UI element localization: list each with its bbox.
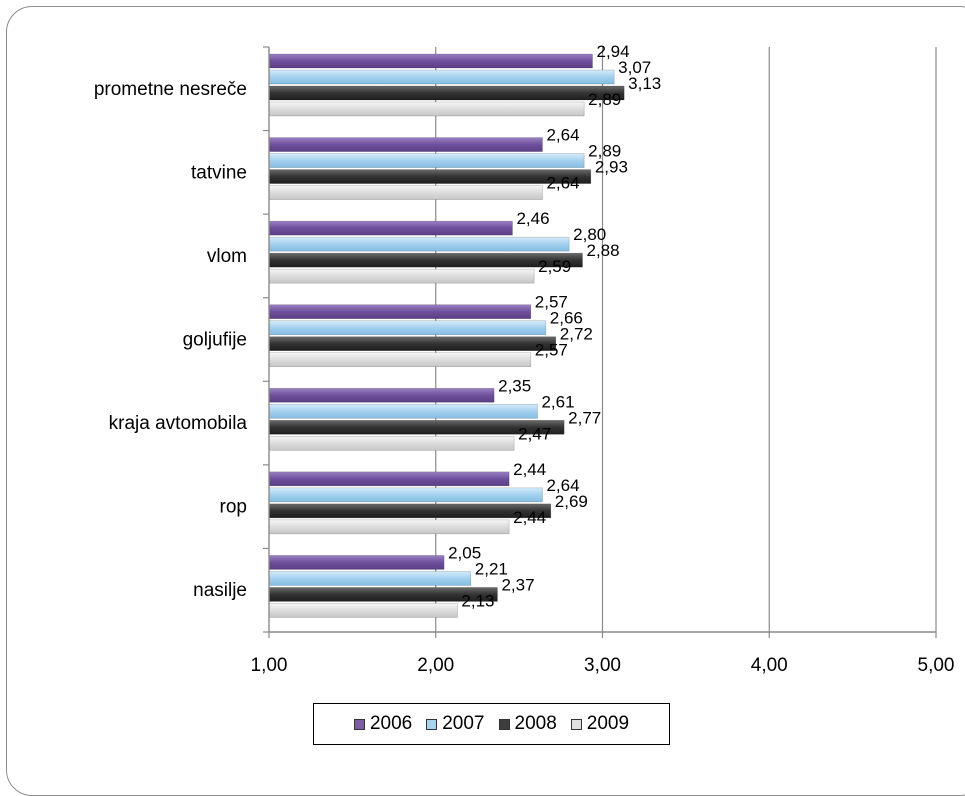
bar-2006 bbox=[268, 137, 543, 152]
data-label: 2,66 bbox=[550, 309, 583, 328]
bar-2006 bbox=[268, 387, 495, 403]
data-label: 2,64 bbox=[546, 126, 579, 145]
legend-swatch bbox=[570, 718, 582, 730]
data-label: 2,64 bbox=[546, 174, 579, 193]
category-label: rop bbox=[220, 497, 247, 518]
x-tick-label: 1,00 bbox=[251, 655, 288, 676]
bar-2006 bbox=[268, 555, 445, 570]
bar-2006 bbox=[268, 471, 510, 487]
bar-chart: 2,943,073,13 2,89 prometne nesreče 2,64 2,89… bbox=[94, 42, 955, 676]
data-label: 2,61 bbox=[541, 392, 574, 411]
bar-2008 bbox=[268, 85, 625, 101]
data-label: 2,94 bbox=[596, 42, 629, 61]
legend-item-2007: 2007 bbox=[426, 713, 485, 735]
data-label: 2,46 bbox=[516, 209, 549, 228]
bar-2009 bbox=[268, 101, 585, 117]
data-label: 2,89 bbox=[588, 142, 621, 161]
bar-2008 bbox=[268, 336, 557, 352]
data-label: 2,77 bbox=[568, 408, 601, 427]
category-label: prometne nesreče bbox=[94, 79, 247, 100]
data-label: 2,93 bbox=[595, 158, 628, 177]
bar-2009 bbox=[268, 603, 458, 618]
bar-2007 bbox=[268, 236, 570, 252]
legend-swatch bbox=[498, 718, 510, 730]
axes bbox=[263, 46, 937, 638]
bar-2009 bbox=[268, 435, 515, 451]
data-label: 2,89 bbox=[588, 90, 621, 109]
legend-label: 2008 bbox=[514, 713, 557, 734]
bar-2006 bbox=[268, 304, 532, 320]
category-label: nasilje bbox=[193, 580, 247, 601]
legend-label: 2007 bbox=[442, 713, 485, 734]
bar-2007 bbox=[268, 69, 615, 85]
bar-2008 bbox=[268, 503, 552, 519]
data-label: 2,37 bbox=[501, 575, 534, 594]
bar-2007 bbox=[268, 403, 538, 419]
bars bbox=[268, 53, 625, 618]
legend-label: 2006 bbox=[369, 713, 413, 734]
data-label: 3,13 bbox=[628, 74, 661, 93]
category-label: kraja avtomobila bbox=[109, 413, 248, 434]
bar-2008 bbox=[268, 252, 583, 268]
bar-2007 bbox=[268, 320, 547, 336]
legend-item-2008: 2008 bbox=[498, 713, 557, 735]
category-label: tatvine bbox=[191, 162, 247, 183]
bar-2009 bbox=[268, 352, 532, 368]
category-label: vlom bbox=[207, 246, 247, 267]
bar-2009 bbox=[268, 185, 543, 200]
data-label: 2,35 bbox=[498, 376, 531, 395]
data-label: 2,57 bbox=[535, 293, 568, 312]
x-tick-label: 5,00 bbox=[918, 655, 955, 676]
data-label: 2,88 bbox=[586, 241, 619, 260]
legend-item-2006: 2006 bbox=[353, 713, 413, 735]
bar-2007 bbox=[268, 571, 472, 586]
data-label: 2,05 bbox=[448, 543, 481, 562]
legend-label: 2009 bbox=[586, 713, 630, 734]
data-label: 2,64 bbox=[546, 476, 579, 495]
legend-item-2009: 2009 bbox=[570, 713, 630, 735]
data-label: 2,80 bbox=[573, 225, 606, 244]
data-label: 2,59 bbox=[538, 257, 571, 276]
data-label: 2,72 bbox=[560, 325, 593, 344]
legend-swatch bbox=[426, 718, 438, 730]
data-label: 2,21 bbox=[475, 559, 508, 578]
data-label: 2,44 bbox=[513, 460, 546, 479]
data-label: 2,13 bbox=[461, 591, 494, 610]
x-tick-label: 2,00 bbox=[417, 655, 454, 676]
data-label: 2,57 bbox=[535, 341, 568, 360]
labels: 2,943,073,13 2,89 prometne nesreče 2,64 2,89… bbox=[94, 42, 955, 676]
data-label: 2,47 bbox=[518, 424, 551, 443]
data-label: 2,44 bbox=[513, 508, 546, 527]
bar-2006 bbox=[268, 220, 513, 236]
data-label: 2,69 bbox=[555, 492, 588, 511]
bar-2009 bbox=[268, 268, 535, 284]
legend: 2006 2007 2008 2009 bbox=[313, 703, 670, 745]
bar-2007 bbox=[268, 153, 585, 168]
data-label: 3,07 bbox=[618, 58, 651, 77]
bar-2007 bbox=[268, 487, 543, 503]
bar-2009 bbox=[268, 519, 510, 535]
legend-swatch bbox=[353, 718, 365, 730]
bar-2008 bbox=[268, 169, 592, 184]
bar-2006 bbox=[268, 53, 593, 69]
x-tick-label: 3,00 bbox=[584, 655, 621, 676]
x-tick-label: 4,00 bbox=[751, 655, 788, 676]
category-label: goljufije bbox=[183, 330, 247, 351]
